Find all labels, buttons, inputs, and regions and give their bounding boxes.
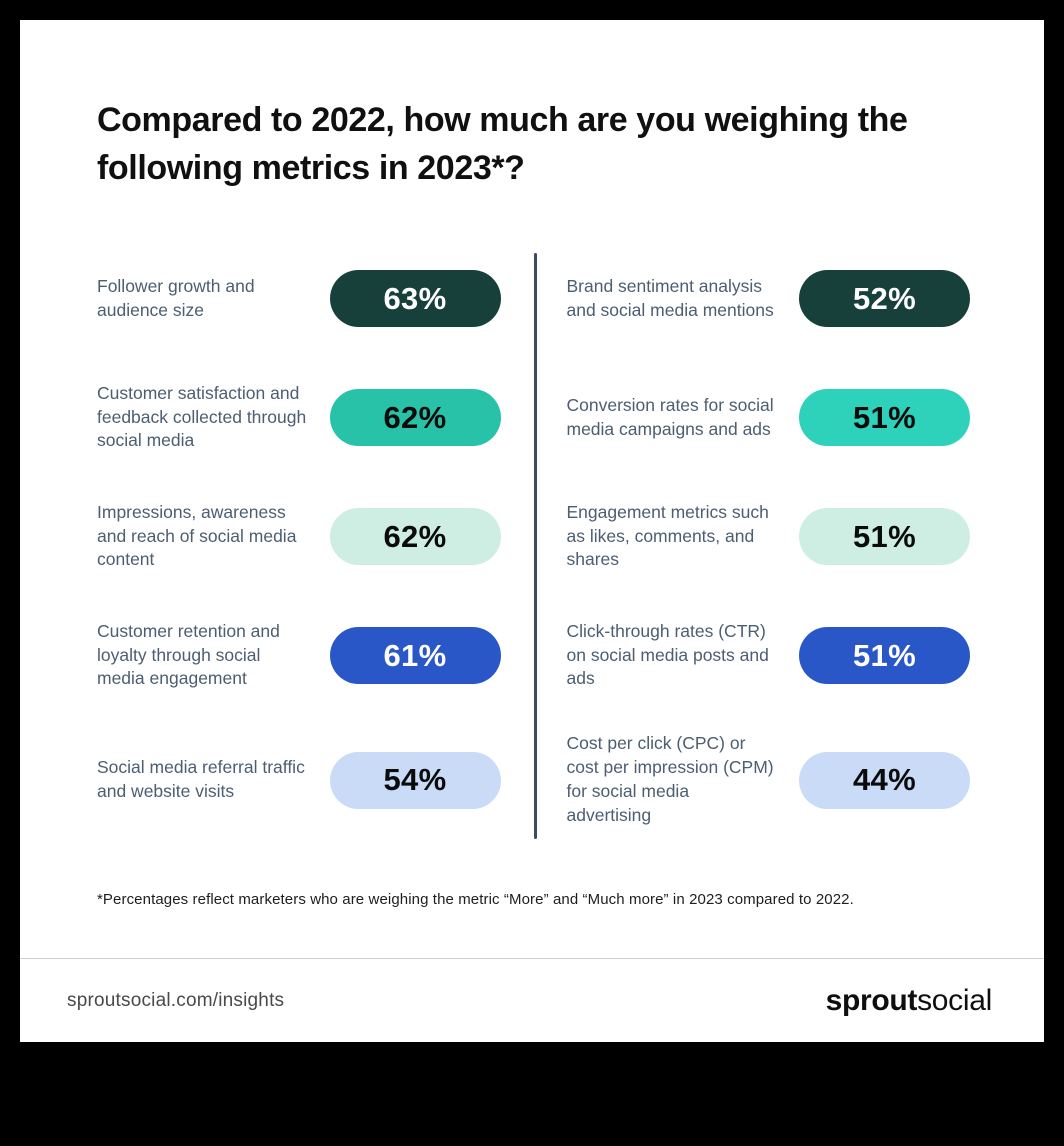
metric-value-pill: 51% (799, 627, 970, 684)
metric-row: Social media referral traffic and websit… (97, 715, 501, 845)
footer: sproutsocial.com/insights sproutsocial (20, 958, 1044, 1042)
metrics-columns: Follower growth and audience size 63% Cu… (97, 239, 970, 845)
metric-label: Brand sentiment analysis and social medi… (566, 275, 774, 320)
footer-url: sproutsocial.com/insights (67, 989, 285, 1011)
logo-social: social (917, 983, 992, 1017)
metric-row: Engagement metrics such as likes, commen… (566, 477, 970, 596)
metrics-column-right: Brand sentiment analysis and social medi… (566, 239, 970, 845)
metric-label: Cost per click (CPC) or cost per impress… (566, 733, 774, 825)
metric-label: Customer retention and loyalty through s… (97, 620, 280, 689)
metric-label: Click-through rates (CTR) on social medi… (566, 620, 769, 689)
metric-value-pill: 63% (329, 270, 501, 327)
metric-row: Click-through rates (CTR) on social medi… (566, 596, 970, 715)
metric-value-pill: 44% (799, 751, 970, 809)
metric-value-pill: 61% (329, 627, 501, 684)
metric-value-pill: 54% (329, 751, 501, 809)
metric-label: Social media referral traffic and websit… (97, 757, 305, 801)
metric-value-pill: 51% (799, 389, 970, 446)
page-title: Compared to 2022, how much are you weigh… (97, 101, 908, 187)
metric-value-pill: 52% (799, 270, 970, 327)
metric-row: Brand sentiment analysis and social medi… (566, 239, 970, 358)
metric-row: Conversion rates for social media campai… (566, 358, 970, 477)
metric-label: Conversion rates for social media campai… (566, 394, 774, 439)
metric-value-pill: 62% (329, 389, 501, 446)
metric-row: Customer satisfaction and feedback colle… (97, 358, 501, 477)
metrics-column-left: Follower growth and audience size 63% Cu… (97, 239, 501, 845)
column-divider (533, 253, 537, 839)
metric-row: Impressions, awareness and reach of soci… (97, 477, 501, 596)
metric-value-pill: 51% (799, 508, 970, 565)
footnote: *Percentages reflect marketers who are w… (97, 891, 854, 908)
metric-label: Customer satisfaction and feedback colle… (97, 382, 307, 451)
metric-value-pill: 62% (329, 508, 501, 565)
metric-label: Follower growth and audience size (97, 275, 255, 320)
metric-label: Engagement metrics such as likes, commen… (566, 501, 769, 570)
infographic-card: Compared to 2022, how much are you weigh… (20, 20, 1044, 1042)
metric-row: Cost per click (CPC) or cost per impress… (566, 715, 970, 845)
sproutsocial-logo: sproutsocial (825, 983, 993, 1018)
logo-sprout: sprout (825, 983, 918, 1017)
metric-row: Follower growth and audience size 63% (97, 239, 501, 358)
metric-row: Customer retention and loyalty through s… (97, 596, 501, 715)
metric-label: Impressions, awareness and reach of soci… (97, 501, 297, 570)
